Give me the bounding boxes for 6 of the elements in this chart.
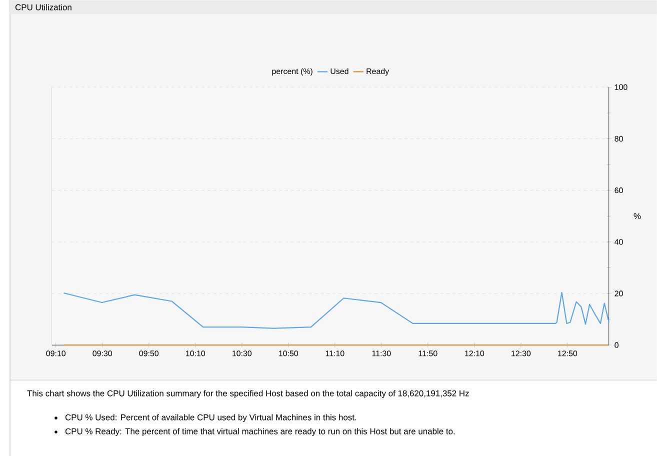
- y-axis-title: %: [634, 213, 641, 219]
- chart-title: CPU Utilization: [15, 4, 72, 10]
- line-series: [63, 292, 610, 329]
- text: This chart shows the CPU Utilization summary for the specified Host based on the total capacity of 18,620,191,352 Hz: [27, 390, 469, 398]
- text: CPU % Used: Percent of available CPU used by Virtual Machines in this host.: [65, 414, 356, 422]
- text: CPU % Ready: The percent of time that virtual machines are ready to run on this Host but are unable to.: [65, 428, 455, 436]
